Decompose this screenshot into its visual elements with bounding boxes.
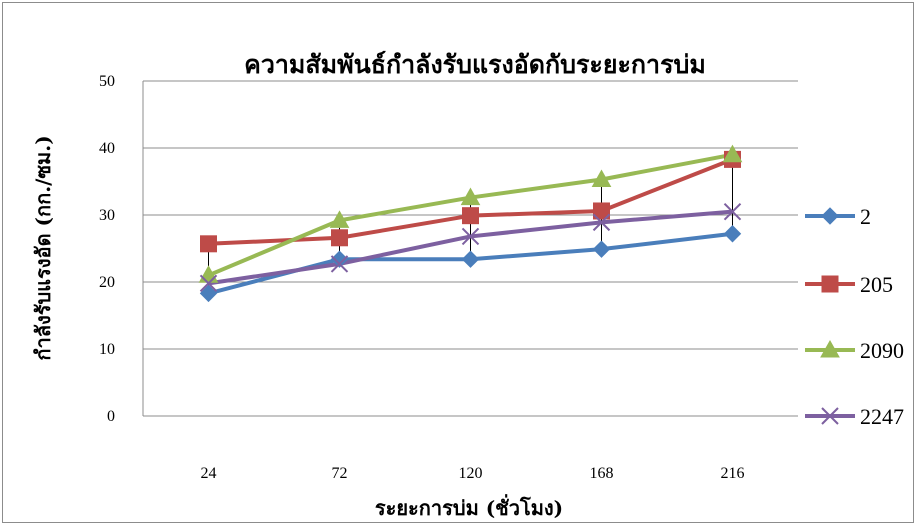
tick-labels: 0 10 20 30 40 50 24 72 120 168 216 [99,73,745,482]
data-point-triangle [820,339,840,358]
chart-title: ความสัมพันธ์กำลังรับแรงอัดกับระยะการบ่ม [244,50,706,79]
legend-item-2247: 2247 [805,404,904,429]
axes [142,81,798,417]
data-point-square [331,229,348,247]
y-axis-title: กำลังรับแรงอัด (กก./ซม.) [31,135,55,360]
data-point-diamond [330,250,349,268]
y-tick-label: 20 [99,274,115,291]
legend-label: 2 [860,204,871,229]
data-point-square [593,202,610,220]
legend-label: 2247 [860,404,904,429]
y-tick-label: 10 [99,341,115,358]
data-point-diamond [592,240,611,258]
x-tick-label: 168 [590,465,614,482]
data-point-diamond [199,284,218,303]
x-axis-title: ระยะการบ่ม (ชั่วโมง) [375,493,563,520]
data-point-triangle [329,210,350,228]
data-point-diamond [821,207,839,225]
data-point-x [592,213,611,232]
data-point-x [199,274,218,293]
legend-item-205: 205 [805,272,893,297]
data-point-x [461,227,480,246]
data-point-x [723,202,742,221]
legend-item-2090: 2090 [805,338,904,363]
legend-item-2: 2 [805,204,871,229]
x-tick-label: 24 [201,465,217,482]
data-point-x [821,407,839,425]
data-point-x [330,255,349,273]
data-point-triangle [591,169,612,187]
data-point-square [462,207,479,225]
y-tick-label: 30 [99,207,115,224]
legend-label: 2090 [860,338,904,363]
data-point-square [200,235,217,253]
x-tick-label: 72 [332,465,348,482]
legend-label: 205 [860,272,893,297]
y-tick-label: 50 [99,73,115,90]
series-markers [198,144,743,303]
data-point-square [821,275,839,293]
x-tick-label: 120 [459,465,483,482]
chart-canvas: ความสัมพันธ์กำลังรับแรงอัดกับระยะการบ่ม … [31,50,904,520]
x-tick-label: 216 [721,465,745,482]
data-point-triangle [460,187,481,206]
data-point-diamond [461,250,480,268]
y-tick-label: 40 [99,140,115,157]
data-point-triangle [722,144,743,163]
y-tick-label: 0 [107,408,115,425]
legend: 2 205 2090 2247 [805,204,904,429]
data-point-diamond [723,225,742,243]
